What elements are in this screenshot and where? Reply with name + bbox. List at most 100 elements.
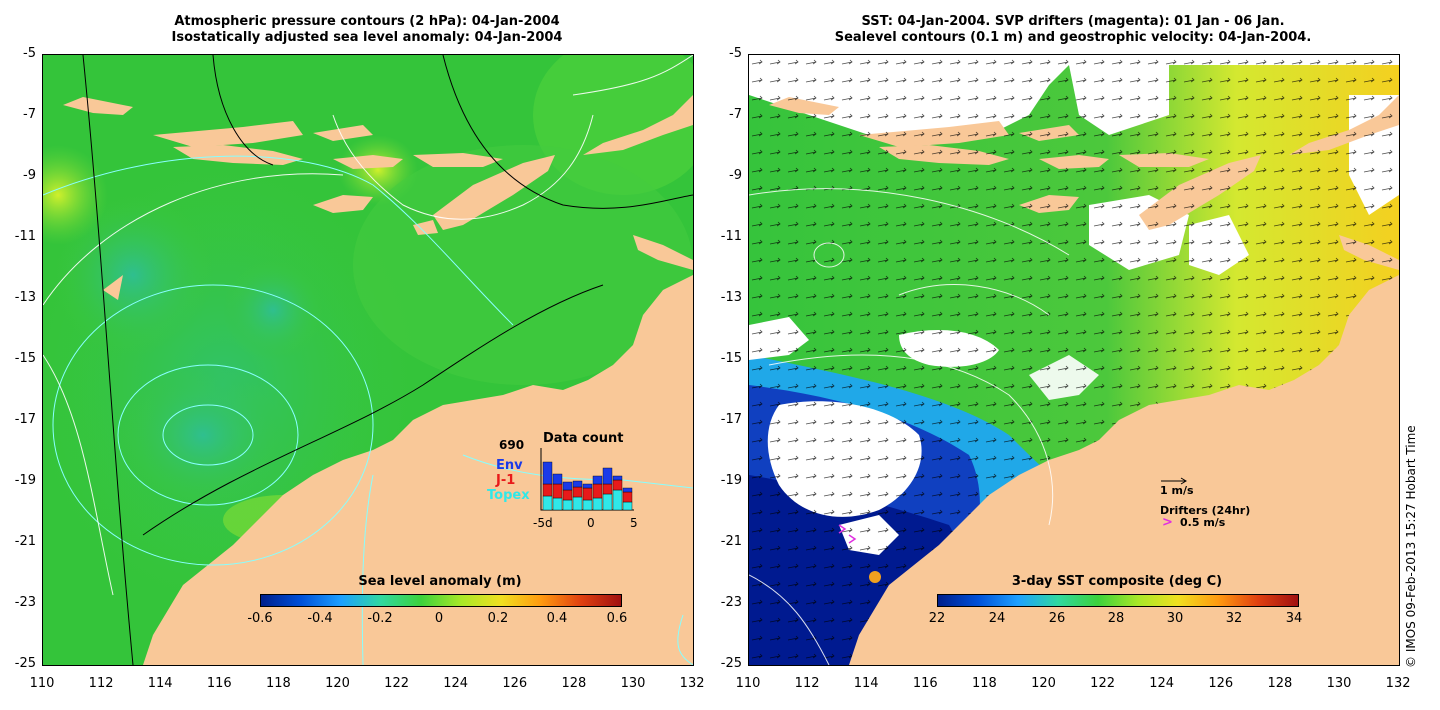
count-bar-topex <box>612 489 623 511</box>
lat-tick-label: -19 <box>14 473 36 488</box>
lat-tick-label: -21 <box>14 534 36 549</box>
count-bar-topex <box>552 497 563 511</box>
lat-tick-label: -5 <box>23 46 36 61</box>
copyright-note: © IMOS 09-Feb-2013 15:27 Hobart Time <box>1404 425 1418 668</box>
sst-map <box>748 54 1400 666</box>
lon-tick-label: 110 <box>29 676 55 691</box>
left-title-line2: Isostatically adjusted sea level anomaly… <box>171 30 563 45</box>
lon-tick-label: 126 <box>1208 676 1234 691</box>
topex-legend-label: Topex <box>487 488 530 503</box>
count-bar-topex <box>562 499 573 511</box>
sst-colorbar-tick: 28 <box>1107 611 1125 626</box>
velocity-scale-label: 1 m/s <box>1160 484 1194 497</box>
count-bar-env <box>562 481 573 491</box>
lon-tick-label: 128 <box>1267 676 1293 691</box>
lat-tick-label: -23 <box>720 595 742 610</box>
lon-tick-label: 110 <box>735 676 761 691</box>
data-count-title: Data count <box>543 431 624 446</box>
lat-tick-label: -9 <box>729 168 742 183</box>
lon-tick-label: 116 <box>912 676 938 691</box>
lat-tick-label: -13 <box>720 290 742 305</box>
lon-tick-label: 122 <box>1090 676 1115 691</box>
drifter-legend-symbol: > <box>1162 515 1173 530</box>
lon-tick-label: 114 <box>147 676 173 691</box>
sea-level-colorbar <box>260 594 622 607</box>
count-bar-env <box>612 475 623 481</box>
lat-tick-label: -25 <box>720 656 742 671</box>
count-bar-env <box>592 475 603 485</box>
count-bar-env <box>572 480 583 488</box>
count-bar-j1 <box>542 483 553 497</box>
lon-tick-label: 120 <box>325 676 350 691</box>
data-count-x-label: 5 <box>630 516 638 530</box>
velocity-scale-arrow <box>1161 477 1187 485</box>
sea-level-colorbar-tick: -0.2 <box>367 611 393 626</box>
lon-tick-label: 130 <box>1326 676 1352 691</box>
count-bar-topex <box>602 493 613 511</box>
sst-colorbar-tick: 22 <box>928 611 946 626</box>
count-bar-topex <box>572 496 583 511</box>
lon-tick-label: 112 <box>794 676 820 691</box>
lon-tick-label: 124 <box>1149 676 1175 691</box>
right-title-line2: Sealevel contours (0.1 m) and geostrophi… <box>834 30 1312 45</box>
lon-tick-label: 132 <box>1385 676 1411 691</box>
count-bar-env <box>582 483 593 489</box>
lon-tick-label: 122 <box>384 676 409 691</box>
lat-tick-label: -7 <box>23 107 36 122</box>
lon-tick-label: 118 <box>971 676 997 691</box>
count-bar-topex <box>582 499 593 511</box>
sst-colorbar <box>937 594 1299 607</box>
lat-tick-label: -9 <box>23 168 36 183</box>
count-bar-j1 <box>622 491 633 503</box>
lon-tick-label: 126 <box>502 676 528 691</box>
sst-colorbar-tick: 24 <box>988 611 1006 626</box>
sst-colorbar-tick: 32 <box>1225 611 1243 626</box>
sea-level-colorbar-tick: 0.2 <box>487 611 509 626</box>
lat-tick-label: -17 <box>720 412 742 427</box>
lat-tick-label: -25 <box>14 656 36 671</box>
sea-level-colorbar-tick: 0.4 <box>546 611 568 626</box>
data-count-x-label: 0 <box>587 516 595 530</box>
sst-colorbar-tick: 34 <box>1285 611 1303 626</box>
lon-tick-label: 116 <box>206 676 232 691</box>
lat-tick-label: -17 <box>14 412 36 427</box>
sea-level-colorbar-tick: -0.6 <box>247 611 273 626</box>
count-bar-j1 <box>602 483 613 495</box>
lat-tick-label: -11 <box>720 229 742 244</box>
count-bar-env <box>602 467 613 485</box>
lat-tick-label: -21 <box>720 534 742 549</box>
count-bar-j1 <box>572 486 583 498</box>
j1-legend-label: J-1 <box>496 473 516 488</box>
sea-level-colorbar-tick: -0.4 <box>307 611 333 626</box>
lon-tick-label: 114 <box>853 676 879 691</box>
sea-level-colorbar-tick: 0 <box>434 611 444 626</box>
lon-tick-label: 118 <box>265 676 291 691</box>
count-bar-j1 <box>612 479 623 491</box>
lon-tick-label: 112 <box>88 676 114 691</box>
lon-tick-label: 130 <box>620 676 646 691</box>
sst-colorbar-tick: 30 <box>1166 611 1184 626</box>
count-bar-env <box>542 461 553 485</box>
lat-tick-label: -15 <box>720 351 742 366</box>
data-count-total: 690 <box>499 438 525 452</box>
count-bar-j1 <box>562 489 573 501</box>
lat-tick-label: -11 <box>14 229 36 244</box>
lat-tick-label: -5 <box>729 46 742 61</box>
sea-level-colorbar-tick: 0.6 <box>606 611 628 626</box>
lat-tick-label: -23 <box>14 595 36 610</box>
count-bar-topex <box>622 501 633 511</box>
drifters-legend-title: Drifters (24hr) <box>1160 504 1251 517</box>
lon-tick-label: 132 <box>679 676 705 691</box>
left-title-line1: Atmospheric pressure contours (2 hPa): 0… <box>174 14 560 29</box>
lon-tick-label: 120 <box>1031 676 1056 691</box>
right-title-line1: SST: 04-Jan-2004. SVP drifters (magenta)… <box>861 14 1285 29</box>
count-bar-j1 <box>552 483 563 499</box>
count-bar-j1 <box>592 483 603 499</box>
count-bar-topex <box>542 495 553 511</box>
drifter-speed-label: 0.5 m/s <box>1180 516 1226 529</box>
lat-tick-label: -13 <box>14 290 36 305</box>
lon-tick-label: 124 <box>443 676 469 691</box>
lat-tick-label: -15 <box>14 351 36 366</box>
count-bar-j1 <box>582 487 593 501</box>
lat-tick-label: -19 <box>720 473 742 488</box>
